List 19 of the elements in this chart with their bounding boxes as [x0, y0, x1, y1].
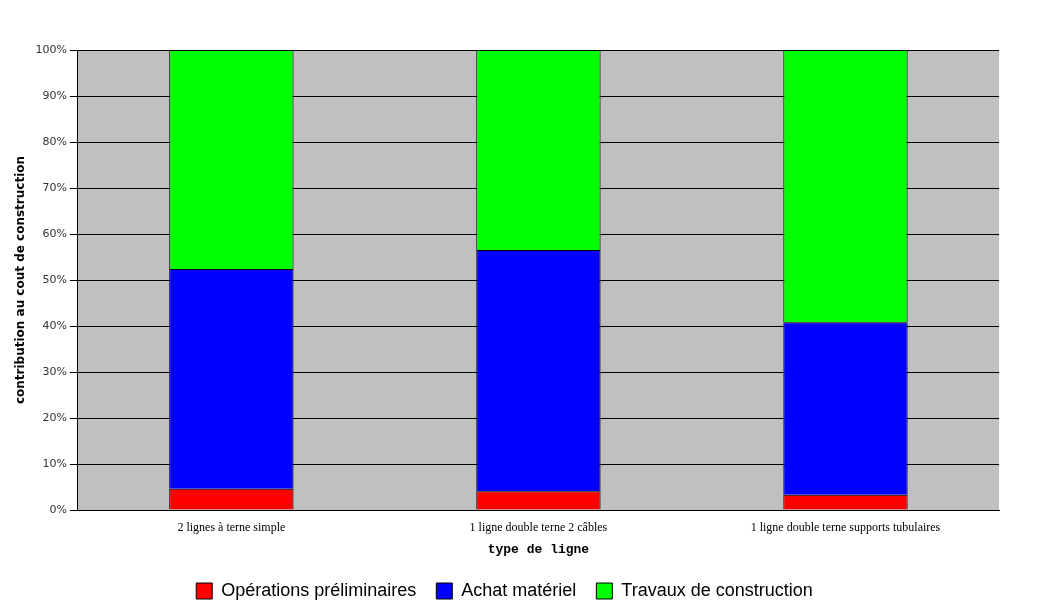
y-tick-label: 100% [35, 42, 67, 56]
legend-label: Opérations préliminaires [221, 579, 417, 600]
y-tick-label: 60% [42, 226, 67, 240]
y-tick-label: 90% [42, 88, 67, 102]
y-tick-label: 10% [42, 456, 67, 470]
legend-label: Travaux de construction [621, 579, 813, 600]
y-tick-label: 50% [42, 272, 67, 286]
x-tick-label: 2 lignes à terne simple [177, 520, 286, 535]
y-tick-label: 80% [42, 134, 67, 148]
y-tick-label: 40% [42, 318, 67, 332]
x-tick-label: 1 ligne double terne supports tubulaires [750, 520, 941, 535]
y-axis-title: contribution au cout de construction [13, 155, 28, 405]
x-axis-title: type de ligne [487, 542, 590, 558]
y-tick-label: 0% [49, 502, 67, 516]
y-tick-label: 30% [42, 364, 67, 378]
y-tick-label: 20% [42, 410, 67, 424]
x-tick-label: 1 ligne double terne 2 câbles [469, 520, 608, 535]
legend-label: Achat matériel [461, 579, 577, 600]
y-tick-label: 70% [42, 180, 67, 194]
